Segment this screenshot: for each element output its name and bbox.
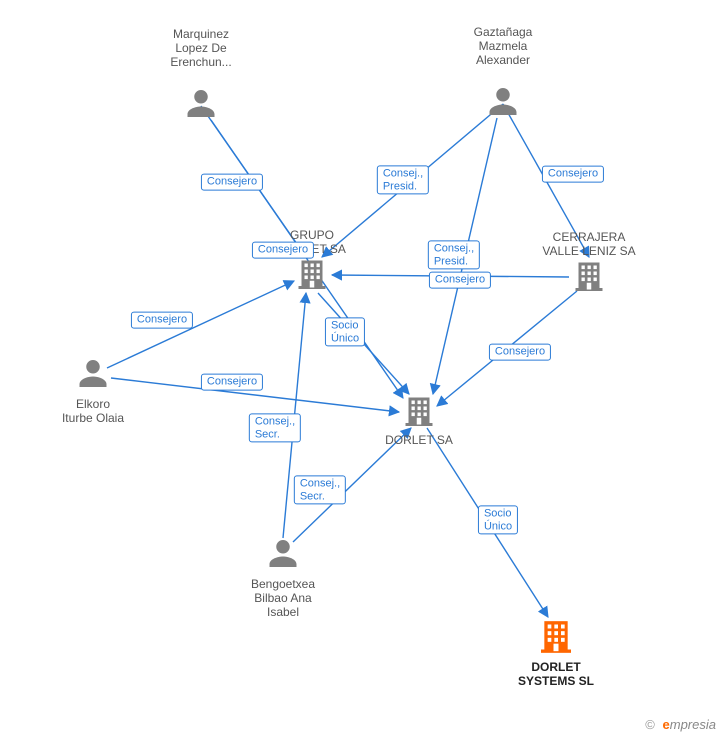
- edge: [107, 281, 294, 368]
- edge-label: Consejero: [542, 166, 604, 183]
- person-icon: [183, 86, 219, 122]
- edge: [201, 106, 306, 257]
- edge-label: Consej., Presid.: [377, 165, 429, 194]
- person-icon: [75, 356, 111, 392]
- edge: [318, 293, 409, 394]
- node-label: Bengoetxea Bilbao Ana Isabel: [251, 578, 315, 619]
- node-label: DORLET SYSTEMS SL: [518, 661, 594, 689]
- building-icon: [401, 392, 437, 428]
- edge: [433, 118, 497, 394]
- node-label: DORLET SA: [385, 434, 453, 448]
- edge: [503, 104, 589, 257]
- node-marquinez[interactable]: [183, 86, 219, 127]
- building-icon: [536, 615, 576, 655]
- building-icon: [294, 255, 330, 291]
- edge: [427, 428, 548, 617]
- edge: [332, 275, 569, 277]
- node-bengoetxea[interactable]: [265, 536, 301, 577]
- edge: [437, 291, 577, 406]
- node-elkoro[interactable]: [75, 356, 111, 397]
- node-label: Marquinez Lopez De Erenchun...: [170, 28, 231, 69]
- person-icon: [265, 536, 301, 572]
- edge: [322, 104, 503, 257]
- copyright-symbol: ©: [645, 717, 655, 732]
- node-gaztanaga[interactable]: [485, 84, 521, 125]
- edge-label: Consejero: [429, 272, 491, 289]
- node-label: Gaztañaga Mazmela Alexander: [474, 26, 533, 67]
- brand-rest: mpresia: [670, 717, 716, 732]
- edge-label: Consejero: [489, 344, 551, 361]
- edge: [293, 428, 411, 542]
- edge-label: Consejero: [131, 312, 193, 329]
- edge: [111, 378, 399, 412]
- edge: [283, 293, 306, 538]
- edge-label: Socio Único: [478, 505, 518, 534]
- edge-label: Socio Único: [325, 317, 365, 346]
- edge-label: Consejero: [201, 174, 263, 191]
- node-label: Elkoro Iturbe Olaia: [62, 398, 124, 426]
- person-icon: [485, 84, 521, 120]
- node-grupo_dorlet[interactable]: [294, 255, 330, 296]
- node-label: GRUPO DORLET SA: [278, 229, 346, 257]
- node-label: CERRAJERA VALLE LENIZ SA: [542, 231, 635, 259]
- brand-initial: e: [663, 717, 670, 732]
- edge-label: Consejero: [201, 374, 263, 391]
- node-dorlet_systems[interactable]: [536, 615, 576, 660]
- node-dorlet_sa[interactable]: [401, 392, 437, 433]
- footer-credit: © empresia: [645, 717, 716, 732]
- edge-label: Consej., Secr.: [249, 413, 301, 442]
- node-cerrajera[interactable]: [571, 257, 607, 298]
- edge-label: Consej., Presid.: [428, 240, 480, 269]
- building-icon: [571, 257, 607, 293]
- network-canvas: Marquinez Lopez De Erenchun... Gaztañaga …: [0, 0, 728, 740]
- edge-label: Consej., Secr.: [294, 475, 346, 504]
